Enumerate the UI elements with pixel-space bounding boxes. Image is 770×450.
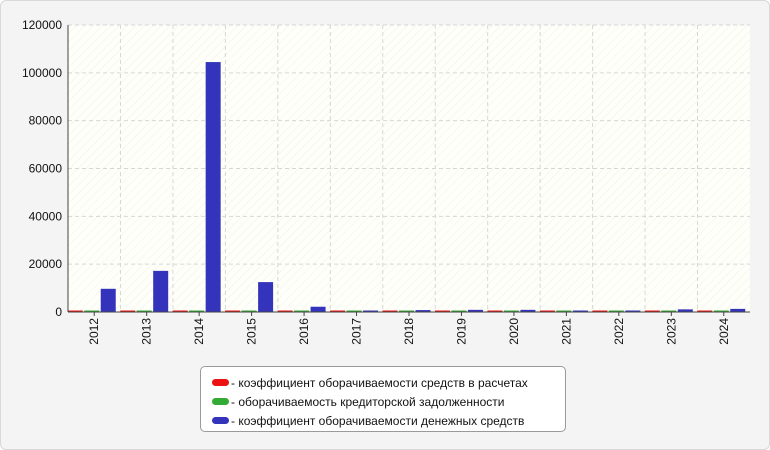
legend-item-receivables: - коэффициент оборачиваемости средств в … [212,373,565,392]
bar-2019-series-1 [434,310,450,312]
bar-2015-series-1 [225,310,241,312]
x-tick-labels: 2012 2013 2014 2015 2016 2017 2018 2019 2020 2021… [87,318,731,345]
x-tick-label: 2014 [192,318,206,345]
legend-swatch-icon [212,379,229,386]
bar-2016-series-3 [310,306,326,312]
y-tick-label: 100000 [22,66,62,80]
legend-label: - оборачиваемость кредиторской задолженн… [231,394,505,409]
axes [67,25,750,316]
bar-2015-series-3 [258,282,274,312]
legend-label: - коэффициент оборачиваемости средств в … [231,375,528,390]
y-tick-label: 20000 [29,257,63,271]
legend-label: - коэффициент оборачиваемости денежных с… [231,413,525,428]
bar-2020-series-1 [487,310,503,312]
bar-2020-series-2 [503,310,519,312]
bar-2014-series-3 [205,62,221,313]
bar-2012-series-2 [84,310,100,312]
bars [67,62,746,313]
x-tick-label: 2020 [507,318,521,345]
bar-2021-series-3 [572,310,588,312]
bar-2024-series-1 [697,310,713,312]
y-tick-label: 120000 [22,18,62,32]
bar-2021-series-1 [539,310,555,312]
grid-lines [68,24,750,312]
bar-2017-series-1 [330,310,346,312]
legend-item-payables: - оборачиваемость кредиторской задолженн… [212,392,565,411]
x-tick-label: 2018 [402,318,416,345]
bar-2018-series-3 [415,310,431,312]
bar-2024-series-2 [713,310,729,312]
y-tick-label: 80000 [29,114,63,128]
bar-2012-series-1 [67,310,83,312]
x-tick-label: 2012 [87,318,101,345]
x-tick-label: 2021 [559,318,573,345]
chart-legend: - коэффициент оборачиваемости средств в … [200,366,566,432]
bar-2018-series-1 [382,310,398,312]
bar-2016-series-2 [294,310,310,312]
x-tick-label: 2017 [350,318,364,345]
y-tick-label: 60000 [29,162,63,176]
legend-item-cash: - коэффициент оборачиваемости денежных с… [212,411,565,430]
bar-2016-series-1 [277,310,293,312]
bar-2012-series-3 [100,288,116,312]
bar-2018-series-2 [399,310,414,312]
bar-2023-series-1 [644,310,660,312]
bar-2023-series-3 [677,309,693,312]
bar-2013-series-1 [120,310,136,312]
bar-2021-series-2 [556,310,572,312]
x-tick-label: 2022 [612,318,626,345]
x-tick-label: 2013 [140,318,154,345]
bar-2019-series-2 [451,310,467,312]
legend-swatch-icon [212,398,229,405]
x-tick-label: 2024 [717,318,731,345]
bar-2020-series-3 [520,309,536,312]
y-tick-label: 40000 [29,209,63,223]
bar-2015-series-2 [241,310,257,312]
bar-2017-series-2 [346,310,362,312]
bar-2022-series-1 [592,310,608,312]
y-tick-label: 0 [55,305,62,319]
bar-2022-series-2 [608,310,624,312]
x-tick-label: 2016 [297,318,311,345]
bar-2019-series-3 [467,309,483,312]
bar-2017-series-3 [363,310,379,312]
legend-swatch-icon [212,417,229,424]
x-tick-label: 2015 [245,318,259,345]
y-tick-labels: 0 20000 40000 60000 80000 100000 120000 [22,18,62,319]
bar-2024-series-3 [730,308,746,312]
bar-2013-series-3 [153,270,169,312]
x-tick-label: 2023 [664,318,678,345]
plot-hatch [68,25,750,312]
x-tick-label: 2019 [454,318,468,345]
bar-2022-series-3 [625,310,641,312]
bar-2023-series-2 [661,310,677,312]
bar-2014-series-2 [189,310,205,312]
bar-2013-series-2 [136,310,152,312]
bar-2014-series-1 [172,310,188,312]
